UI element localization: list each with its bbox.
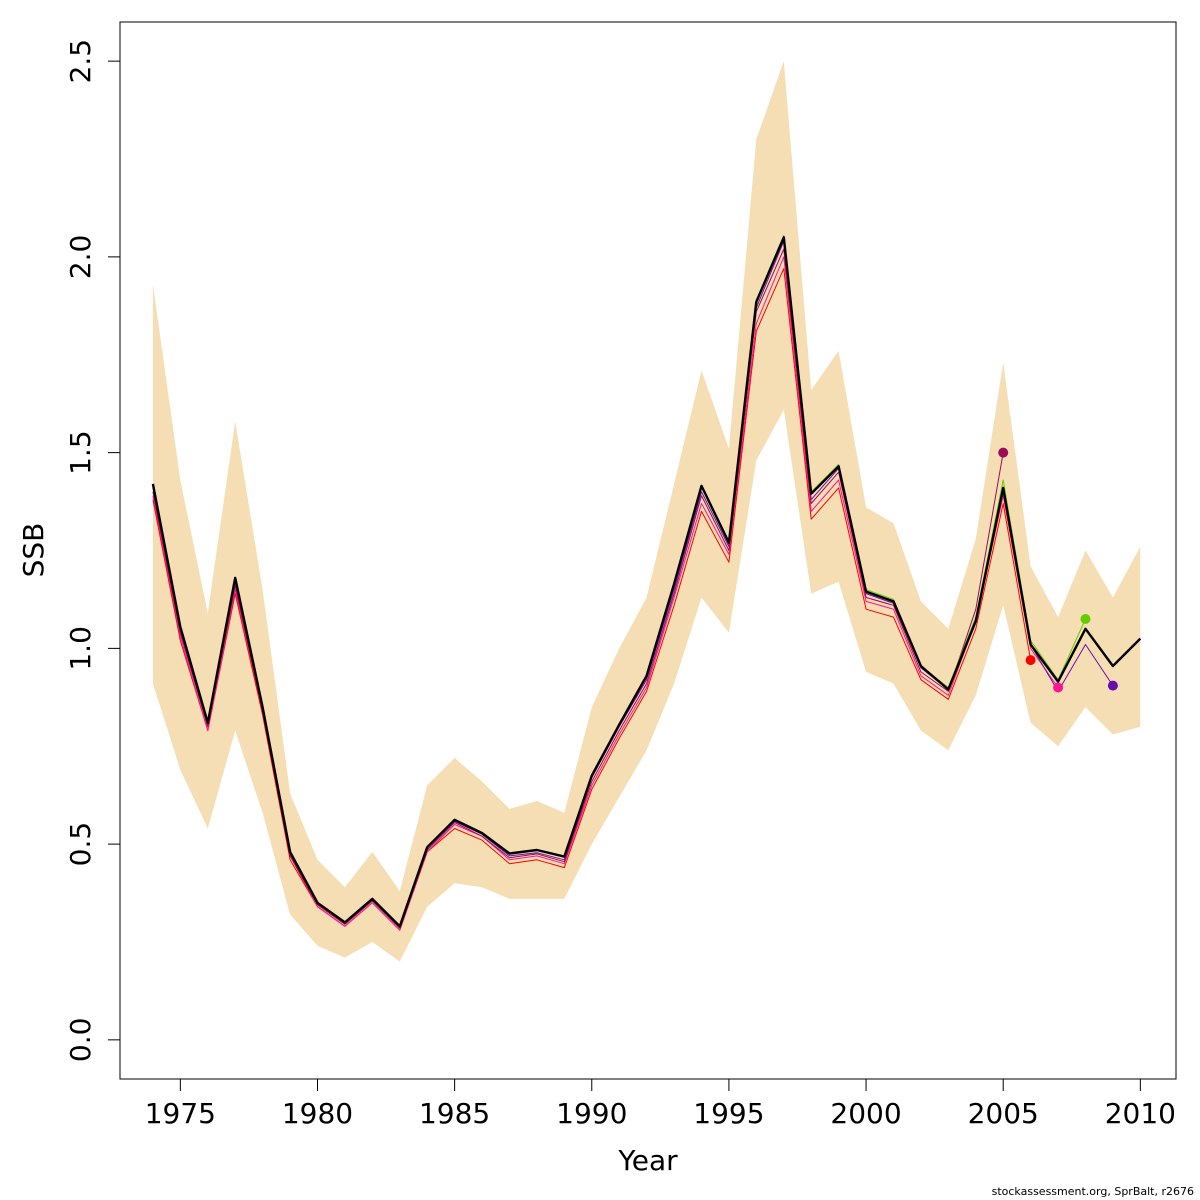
y-axis: 0.0 0.5 1.0 1.5 2.0 2.5 <box>64 39 121 1063</box>
series-end-point-1 <box>1025 655 1036 666</box>
confidence-band <box>152 61 1141 962</box>
end-points-layer <box>998 447 1118 693</box>
y-tick-label: 1.0 <box>64 626 97 671</box>
series-end-point-3 <box>998 447 1009 458</box>
x-tick-label: 2010 <box>1105 1097 1176 1130</box>
x-tick-label: 1990 <box>556 1097 627 1130</box>
x-tick-label: 1975 <box>145 1097 216 1130</box>
series-end-point-4 <box>1107 680 1118 691</box>
y-tick-label: 0.0 <box>64 1018 97 1063</box>
series-end-point-2 <box>1053 682 1064 693</box>
series-line-3 <box>152 248 1004 929</box>
x-tick-label: 1985 <box>419 1097 490 1130</box>
x-tick-label: 1995 <box>693 1097 764 1130</box>
x-axis: 1975 1980 1985 1990 1995 2000 2005 2010 <box>145 1078 1176 1130</box>
x-tick-label: 1980 <box>282 1097 353 1130</box>
y-tick-label: 1.5 <box>64 430 97 475</box>
x-axis-title: Year <box>617 1144 678 1177</box>
x-tick-label: 2000 <box>830 1097 901 1130</box>
footer-credit: stockassessment.org, SprBalt, r2676 <box>991 1185 1194 1198</box>
x-tick-label: 2005 <box>968 1097 1039 1130</box>
series-layer <box>151 234 1142 931</box>
series-line-6 <box>151 236 1142 928</box>
series-line-1 <box>152 268 1032 931</box>
confidence-band-layer <box>152 61 1141 962</box>
y-tick-label: 2.0 <box>64 235 97 280</box>
y-tick-label: 0.5 <box>64 822 97 867</box>
series-end-point-5 <box>1080 614 1091 624</box>
y-axis-title: SSB <box>17 523 50 578</box>
y-tick-label: 2.5 <box>64 39 97 84</box>
